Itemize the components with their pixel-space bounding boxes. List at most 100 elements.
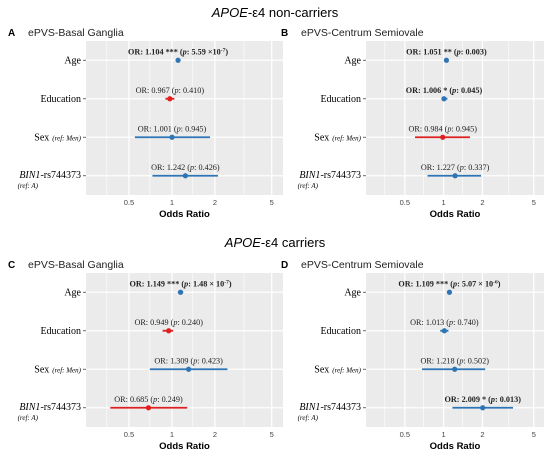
forest-row: BIN1-rs744373(ref: A) OR: 2.009 * (p: 0.0…: [298, 395, 522, 422]
x-axis-label: Odds Ratio: [430, 441, 481, 452]
forest-row: Sex (ref: Men) OR: 1.001 (p: 0.945): [34, 124, 211, 143]
p-close: ): [484, 47, 487, 56]
y-axis-label: BIN1-rs744373: [19, 402, 81, 413]
variable-suffix: -rs744373: [320, 170, 361, 181]
y-axis-label: Education: [40, 326, 81, 337]
or-value: 1.013: [426, 318, 444, 327]
p-open: (: [189, 356, 194, 365]
p-close: ): [518, 395, 521, 404]
p-colon: :: [179, 86, 183, 95]
or-value: 1.242: [167, 163, 185, 172]
p-open: (: [170, 86, 175, 95]
p-close: ): [229, 279, 232, 288]
estimate-annotation: OR: 1.309 (p: 0.423): [154, 356, 223, 365]
p-close: ): [476, 318, 479, 327]
p-value: 0.013: [500, 395, 518, 404]
estimate-annotation: OR: 1.242 (p: 0.426): [151, 163, 220, 172]
or-prefix: OR:: [136, 86, 152, 95]
p-symbol: p: [183, 279, 188, 288]
p-colon: :: [197, 356, 201, 365]
or-prefix: OR:: [398, 279, 415, 288]
estimate-annotation: OR: 0.685 (p: 0.249): [114, 395, 183, 404]
y-axis-label: Sex (ref: Men): [314, 364, 361, 375]
p-symbol: p: [182, 47, 187, 56]
x-tick-label: 5: [270, 430, 274, 439]
odds-ratio-point: [186, 366, 192, 372]
y-axis-label: BIN1-rs744373: [299, 170, 361, 181]
x-tick-label: 0.5: [124, 198, 134, 207]
p-open: (: [179, 279, 184, 288]
or-prefix: OR:: [421, 163, 437, 172]
or-prefix: OR:: [138, 124, 154, 133]
y-axis-label: Age: [344, 55, 361, 66]
p-value: 0.423: [202, 356, 220, 365]
x-tick-label: 0.5: [400, 430, 410, 439]
forest-row: Age OR: 1.051 ** (p: 0.003): [344, 47, 487, 66]
p-colon: :: [177, 318, 181, 327]
p-colon: :: [194, 163, 198, 172]
forest-row: Sex (ref: Men) OR: 1.218 (p: 0.502): [314, 356, 489, 375]
p-colon: :: [457, 279, 462, 288]
p-symbol: p: [456, 47, 461, 56]
panel-title: ePVS-Centrum Semiovale: [301, 259, 424, 271]
p-colon: :: [187, 47, 192, 56]
p-colon: :: [495, 395, 500, 404]
p-colon: :: [451, 124, 455, 133]
p-colon: :: [157, 395, 161, 404]
p-symbol: p: [451, 86, 456, 95]
x-tick-label: 0.5: [124, 430, 134, 439]
variable-name: Age: [344, 287, 361, 298]
p-symbol: p: [459, 163, 464, 172]
p-symbol: p: [189, 163, 194, 172]
p-open: (: [169, 318, 174, 327]
group-title-suffix: -ε4 carriers: [261, 235, 326, 250]
or-value: 2.009 *: [462, 395, 487, 404]
variable-suffix: -rs744373: [40, 402, 81, 413]
p-symbol: p: [176, 124, 181, 133]
estimate-annotation: OR: 1.109 *** (p: 5.07 × 10-6): [398, 279, 500, 288]
p-symbol: p: [448, 318, 453, 327]
reference-note: (ref: A): [18, 182, 39, 190]
p-open: (: [455, 356, 460, 365]
group-title-carriers: APOE-ε4 carriers: [224, 235, 326, 250]
panel-title: ePVS-Centrum Semiovale: [301, 27, 424, 39]
p-open: (: [452, 47, 457, 56]
odds-ratio-point: [443, 57, 450, 63]
p-colon: :: [453, 318, 457, 327]
plot-background: [366, 41, 544, 195]
forest-row: Age OR: 1.149 *** (p: 1.48 × 10-7): [64, 279, 232, 298]
estimate-annotation: OR: 1.006 * (p: 0.045): [406, 86, 483, 95]
odds-ratio-point: [166, 328, 172, 334]
panel-letter: D: [281, 260, 288, 271]
plot-background: [86, 273, 283, 427]
p-open: (: [447, 86, 452, 95]
or-value: 1.051 **: [423, 47, 452, 56]
p-open: (: [448, 279, 453, 288]
variable-name: BIN1: [19, 170, 40, 181]
p-value: 0.003: [466, 47, 484, 56]
reference-note: (ref: Men): [332, 134, 361, 142]
x-axis-label: Odds Ratio: [430, 209, 481, 220]
reference-note: (ref: Men): [332, 366, 361, 374]
group-title-suffix: -ε4 non-carriers: [248, 5, 339, 20]
p-value: 5.07 × 10: [462, 279, 493, 288]
variable-name: Sex: [314, 364, 329, 375]
reference-note: (ref: Men): [52, 366, 81, 374]
odds-ratio-point: [169, 134, 175, 140]
panel-letter: B: [281, 28, 288, 39]
or-value: 0.949: [150, 318, 168, 327]
or-prefix: OR:: [410, 318, 426, 327]
forest-row: Age OR: 1.109 *** (p: 5.07 × 10-6): [344, 279, 500, 298]
estimate-annotation: OR: 0.949 (p: 0.240): [134, 318, 203, 327]
odds-ratio-point: [446, 289, 453, 295]
y-axis-label: Age: [64, 287, 81, 298]
or-value: 1.104 ***: [145, 47, 178, 56]
odds-ratio-point: [452, 173, 458, 179]
x-tick-label: 5: [270, 198, 274, 207]
or-value: 0.685: [130, 395, 148, 404]
x-tick-label: 1: [442, 430, 446, 439]
y-axis-label: Sex (ref: Men): [34, 132, 81, 143]
p-value: 0.502: [468, 356, 486, 365]
